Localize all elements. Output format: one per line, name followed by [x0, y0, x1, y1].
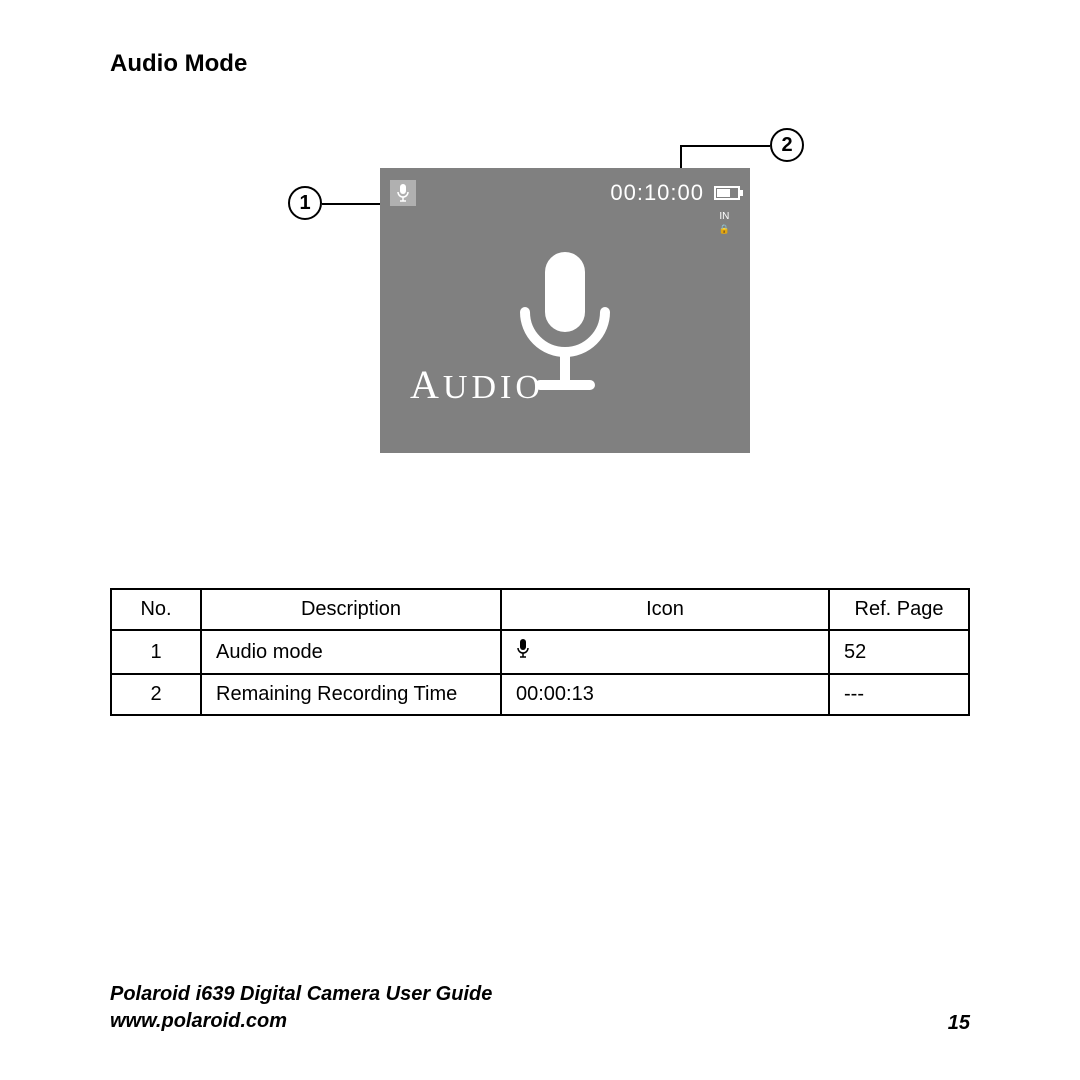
manual-page: Audio Mode 1 2 00:10:00	[0, 0, 1080, 1080]
footer-title: Polaroid i639 Digital Camera User Guide	[110, 981, 492, 1008]
microphone-icon	[396, 184, 410, 202]
col-ref: Ref. Page	[829, 589, 969, 630]
col-desc: Description	[201, 589, 501, 630]
cell-ref: 52	[829, 630, 969, 674]
mode-chip	[390, 180, 416, 206]
cell-icon	[501, 630, 829, 674]
cell-no: 2	[111, 674, 201, 715]
screen-topbar: 00:10:00	[390, 178, 740, 208]
figure: 1 2 00:10:00 IN	[110, 128, 970, 468]
page-number: 15	[948, 1012, 970, 1035]
footer-url: www.polaroid.com	[110, 1008, 492, 1035]
battery-icon	[714, 186, 740, 200]
storage-indicator: IN 🔒	[719, 212, 730, 234]
cell-desc: Audio mode	[201, 630, 501, 674]
cell-desc: Remaining Recording Time	[201, 674, 501, 715]
cell-no: 1	[111, 630, 201, 674]
camera-screen: 00:10:00 IN 🔒 AUDIO	[380, 168, 750, 453]
reference-table: No. Description Icon Ref. Page 1 Audio m…	[110, 588, 970, 716]
section-heading: Audio Mode	[110, 50, 970, 78]
callout-2-line-h	[680, 145, 770, 147]
audio-label: AUDIO	[410, 361, 544, 408]
remaining-time: 00:10:00	[610, 180, 704, 206]
lock-icon: 🔒	[719, 224, 730, 234]
microphone-icon	[516, 639, 530, 659]
col-icon: Icon	[501, 589, 829, 630]
table-header-row: No. Description Icon Ref. Page	[111, 589, 969, 630]
table-row: 1 Audio mode 52	[111, 630, 969, 674]
cell-ref: ---	[829, 674, 969, 715]
col-no: No.	[111, 589, 201, 630]
callout-1: 1	[288, 186, 322, 220]
page-footer: Polaroid i639 Digital Camera User Guide …	[110, 981, 970, 1035]
cell-icon: 00:00:13	[501, 674, 829, 715]
storage-in-label: IN	[719, 211, 729, 222]
table-row: 2 Remaining Recording Time 00:00:13 ---	[111, 674, 969, 715]
callout-2: 2	[770, 128, 804, 162]
